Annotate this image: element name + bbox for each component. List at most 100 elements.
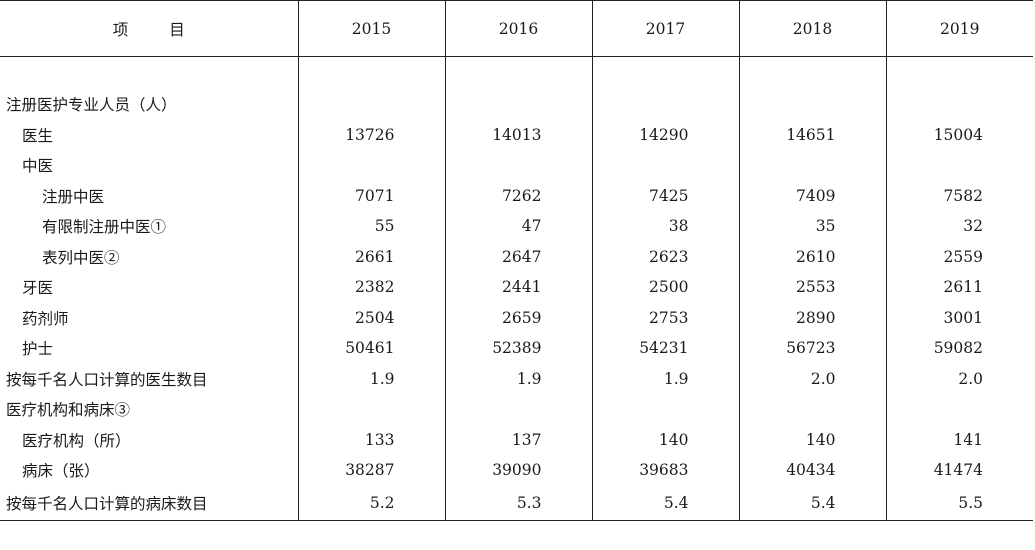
row-value: 47 (444, 211, 592, 242)
row-value: 5.5 (885, 485, 1033, 521)
row-value: 2559 (885, 241, 1033, 272)
row-value: 141 (885, 424, 1033, 455)
row-value: 38287 (297, 455, 445, 486)
table-row: 注册医护专业人员（人） (0, 89, 1033, 120)
row-value: 56723 (738, 333, 886, 364)
row-value: 2661 (297, 241, 445, 272)
row-value (738, 150, 886, 181)
row-value (591, 89, 739, 120)
header-item: 项 目 (0, 0, 298, 57)
row-value: 7409 (738, 180, 886, 211)
table-row: 按每千名人口计算的医生数目 1.9 1.9 1.9 2.0 2.0 (0, 363, 1033, 394)
row-label: 药剂师 (22, 309, 69, 328)
row-label: 注册中医 (42, 187, 105, 206)
row-value: 38 (591, 211, 739, 242)
row-value: 2753 (591, 302, 739, 333)
row-value: 1.9 (444, 363, 592, 394)
row-value: 140 (591, 424, 739, 455)
table-row: 医疗机构（所） 133 137 140 140 141 (0, 424, 1033, 455)
row-label: 牙医 (22, 279, 54, 298)
row-label: 表列中医② (42, 248, 120, 267)
table-row: 牙医 2382 2441 2500 2553 2611 (0, 272, 1033, 303)
row-label: 有限制注册中医① (42, 218, 167, 237)
row-value: 7425 (591, 180, 739, 211)
row-value: 14013 (444, 119, 592, 150)
row-value: 2500 (591, 272, 739, 303)
row-value: 140 (738, 424, 886, 455)
row-label: 医疗机构（所） (22, 431, 131, 450)
row-value (885, 150, 1033, 181)
row-value: 133 (297, 424, 445, 455)
table-row: 中医 (0, 150, 1033, 181)
row-value: 2611 (885, 272, 1033, 303)
row-value: 15004 (885, 119, 1033, 150)
header-year: 2019 (885, 0, 1033, 57)
row-value: 5.3 (444, 485, 592, 521)
row-value: 2.0 (885, 363, 1033, 394)
row-value: 5.2 (297, 485, 445, 521)
row-value: 2382 (297, 272, 445, 303)
row-label: 病床（张） (22, 462, 100, 481)
row-value: 2647 (444, 241, 592, 272)
row-value: 2659 (444, 302, 592, 333)
row-value: 7582 (885, 180, 1033, 211)
row-value: 13726 (297, 119, 445, 150)
row-value: 1.9 (297, 363, 445, 394)
row-label: 护士 (22, 340, 54, 359)
row-value: 39090 (444, 455, 592, 486)
row-value: 59082 (885, 333, 1033, 364)
table-row: 按每千名人口计算的病床数目 5.2 5.3 5.4 5.4 5.5 (0, 485, 1033, 521)
row-value (591, 394, 739, 425)
row-value: 5.4 (591, 485, 739, 521)
row-value (444, 150, 592, 181)
table-body: 注册医护专业人员（人） 医生 13726 14013 14290 14651 15004 中医… (0, 56, 1033, 521)
row-value (738, 89, 886, 120)
header-year: 2016 (444, 0, 592, 57)
row-value: 2623 (591, 241, 739, 272)
row-label: 医疗机构和病床③ (6, 401, 131, 420)
row-value: 2.0 (738, 363, 886, 394)
row-value: 2553 (738, 272, 886, 303)
row-value: 40434 (738, 455, 886, 486)
spacer-row (0, 56, 1033, 89)
table-row: 医生 13726 14013 14290 14651 15004 (0, 119, 1033, 150)
row-value: 52389 (444, 333, 592, 364)
row-value: 54231 (591, 333, 739, 364)
header-year: 2015 (297, 0, 445, 57)
table-row: 病床（张） 38287 39090 39683 40434 41474 (0, 455, 1033, 486)
row-value (297, 150, 445, 181)
row-value (444, 394, 592, 425)
table-header: 项 目 2015 2016 2017 2018 2019 (0, 0, 1033, 57)
row-value: 39683 (591, 455, 739, 486)
row-value (738, 394, 886, 425)
health-statistics-table: 项 目 2015 2016 2017 2018 2019 注册医护专业人员（人）… (0, 0, 1033, 521)
row-value (297, 89, 445, 120)
row-value: 2610 (738, 241, 886, 272)
table-row: 医疗机构和病床③ (0, 394, 1033, 425)
row-label: 按每千名人口计算的病床数目 (0, 485, 298, 521)
row-value: 137 (444, 424, 592, 455)
table-row: 护士 50461 52389 54231 56723 59082 (0, 333, 1033, 364)
row-value: 55 (297, 211, 445, 242)
row-value: 14290 (591, 119, 739, 150)
row-value: 3001 (885, 302, 1033, 333)
row-value: 7262 (444, 180, 592, 211)
header-year: 2017 (591, 0, 739, 57)
row-value: 2504 (297, 302, 445, 333)
row-value: 1.9 (591, 363, 739, 394)
row-value: 5.4 (738, 485, 886, 521)
row-value: 41474 (885, 455, 1033, 486)
header-row: 项 目 2015 2016 2017 2018 2019 (0, 0, 1033, 57)
row-value: 14651 (738, 119, 886, 150)
row-value (297, 394, 445, 425)
table-row: 表列中医② 2661 2647 2623 2610 2559 (0, 241, 1033, 272)
table-row: 有限制注册中医① 55 47 38 35 32 (0, 211, 1033, 242)
table-row: 药剂师 2504 2659 2753 2890 3001 (0, 302, 1033, 333)
row-value: 7071 (297, 180, 445, 211)
row-label: 按每千名人口计算的医生数目 (6, 370, 208, 389)
row-value: 2441 (444, 272, 592, 303)
row-value (885, 394, 1033, 425)
row-value: 50461 (297, 333, 445, 364)
row-value (591, 150, 739, 181)
